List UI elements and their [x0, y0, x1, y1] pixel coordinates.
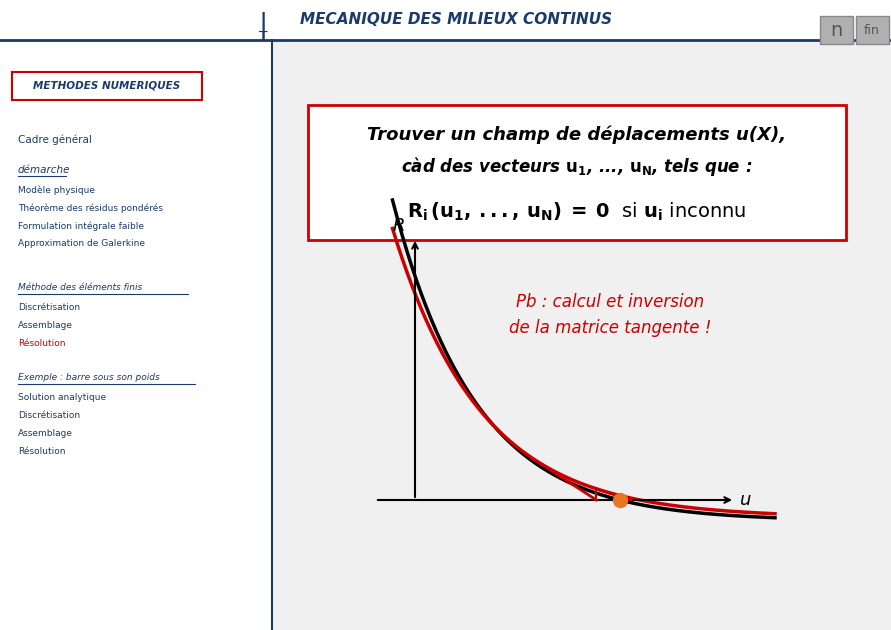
Text: Modèle physique: Modèle physique	[18, 185, 95, 195]
Text: Solution analytique: Solution analytique	[18, 394, 106, 403]
Text: u: u	[740, 491, 751, 509]
Bar	[856, 16, 889, 44]
Text: Approximation de Galerkine: Approximation de Galerkine	[18, 239, 145, 248]
Text: Assemblage: Assemblage	[18, 321, 73, 331]
Text: Théorème des résidus pondérés: Théorème des résidus pondérés	[18, 203, 163, 213]
Text: METHODES NUMERIQUES: METHODES NUMERIQUES	[33, 81, 181, 91]
Bar	[12, 72, 202, 100]
Text: Discrétisation: Discrétisation	[18, 304, 80, 312]
Text: Assemblage: Assemblage	[18, 430, 73, 438]
Text: $\mathbf{R_i\,(u_1,\,...,\,u_N)\;=\;0}$  si $\mathbf{u_i}$ inconnu: $\mathbf{R_i\,(u_1,\,...,\,u_N)\;=\;0}$ …	[407, 201, 747, 223]
Text: Pb : calcul et inversion
de la matrice tangente !: Pb : calcul et inversion de la matrice t…	[509, 293, 711, 337]
Text: n: n	[830, 21, 842, 40]
Text: R: R	[393, 217, 405, 235]
Text: Cadre général: Cadre général	[18, 135, 92, 146]
Text: Résolution: Résolution	[18, 340, 66, 348]
Text: Méthode des éléments finis: Méthode des éléments finis	[18, 284, 143, 292]
Bar	[820, 16, 853, 44]
Bar	[308, 105, 846, 240]
Bar	[0, 40, 272, 630]
Text: Formulation intégrale faible: Formulation intégrale faible	[18, 221, 144, 231]
Bar	[0, 0, 891, 40]
Text: Résolution: Résolution	[18, 447, 66, 457]
Text: Trouver un champ de déplacements u(X),: Trouver un champ de déplacements u(X),	[367, 126, 787, 144]
Text: |: |	[258, 12, 267, 40]
Text: fin: fin	[864, 23, 880, 37]
Text: Discrétisation: Discrétisation	[18, 411, 80, 420]
Text: Exemple : barre sous son poids: Exemple : barre sous son poids	[18, 374, 159, 382]
Text: càd des vecteurs $\mathbf{u_1}$, ..., $\mathbf{u_N}$, tels que :: càd des vecteurs $\mathbf{u_1}$, ..., $\…	[401, 156, 753, 178]
Text: T: T	[258, 30, 267, 44]
Text: MECANIQUE DES MILIEUX CONTINUS: MECANIQUE DES MILIEUX CONTINUS	[300, 13, 612, 28]
Text: démarche: démarche	[18, 165, 70, 175]
